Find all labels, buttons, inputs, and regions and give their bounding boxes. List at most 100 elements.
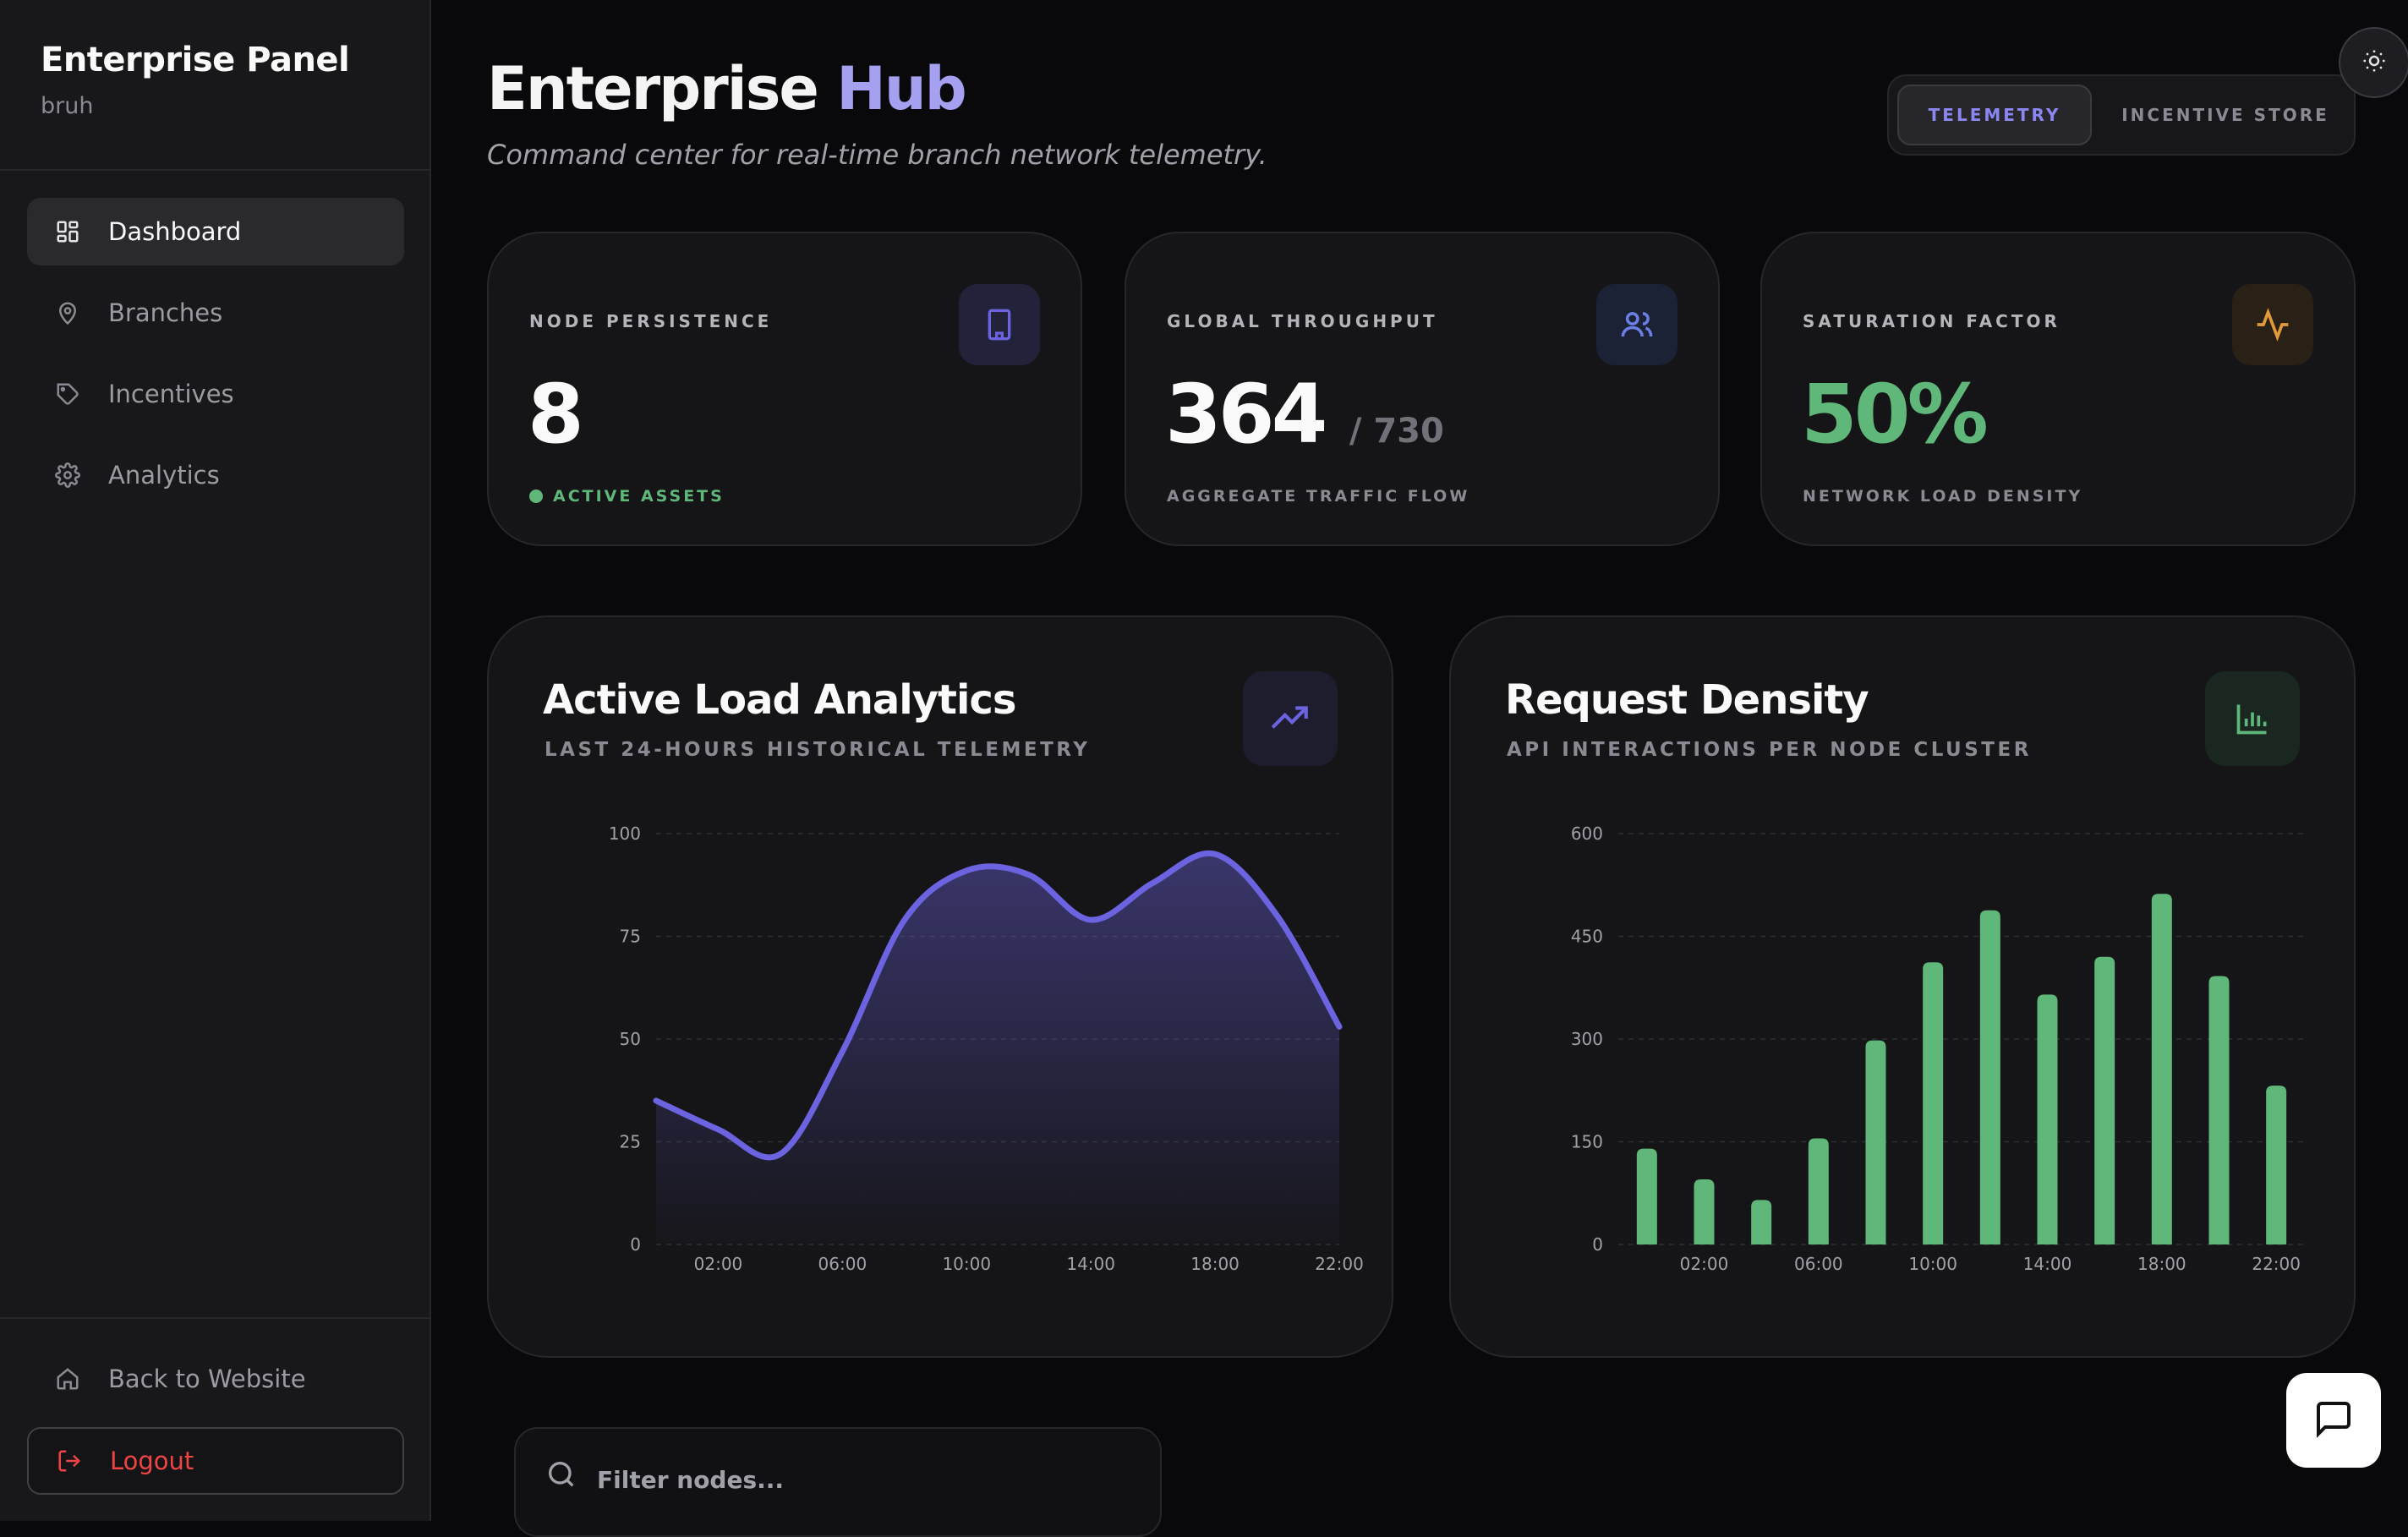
sidebar-item-label: Incentives: [108, 380, 234, 408]
bar-chart-icon: [2205, 671, 2300, 766]
y-tick-label: 75: [620, 927, 641, 947]
sidebar-divider: [0, 1317, 430, 1319]
bar: [2094, 956, 2115, 1244]
view-tabs: TELEMETRY INCENTIVE STORE: [1887, 74, 2356, 156]
bar: [2266, 1086, 2287, 1244]
gear-icon: [54, 462, 81, 489]
stat-value-total: / 730: [1349, 412, 1444, 451]
message-icon: [2313, 1398, 2354, 1442]
filter-placeholder: Filter nodes...: [597, 1466, 785, 1494]
panel-title: Request Density: [1505, 676, 1869, 724]
logout-label: Logout: [110, 1447, 194, 1475]
sun-icon: [2361, 48, 2387, 77]
bar: [1808, 1138, 1829, 1244]
status-dot: [529, 490, 543, 503]
logout-icon: [56, 1447, 83, 1474]
home-icon: [54, 1365, 81, 1392]
users-icon: [1596, 284, 1677, 365]
search-icon: [545, 1458, 578, 1495]
sidebar-item-incentives[interactable]: Incentives: [27, 360, 404, 428]
y-tick-label: 0: [1592, 1234, 1603, 1255]
page-title: Enterprise Hub: [487, 54, 967, 123]
sidebar-item-analytics[interactable]: Analytics: [27, 441, 404, 509]
stat-footer: AGGREGATE TRAFFIC FLOW: [1167, 487, 1470, 506]
stat-value: 8: [528, 367, 584, 462]
tab-telemetry[interactable]: TELEMETRY: [1897, 85, 2092, 145]
bar: [2037, 994, 2058, 1244]
stat-card-node-persistence: NODE PERSISTENCE 8 ACTIVE ASSETS: [487, 232, 1082, 546]
stat-footer: ACTIVE ASSETS: [529, 487, 725, 506]
tag-icon: [54, 380, 81, 407]
dashboard-icon: [54, 218, 81, 245]
brand: Enterprise Panel bruh: [41, 41, 350, 119]
stat-value: 50%: [1801, 367, 1989, 462]
load-analytics-panel: Active Load Analytics LAST 24-HOURS HIST…: [487, 615, 1393, 1358]
x-tick-label: 22:00: [2252, 1254, 2301, 1274]
theme-toggle-button[interactable]: [2339, 27, 2408, 98]
x-tick-label: 02:00: [694, 1254, 743, 1274]
stat-card-global-throughput: GLOBAL THROUGHPUT 364 / 730 AGGREGATE TR…: [1125, 232, 1720, 546]
sidebar-item-branches[interactable]: Branches: [27, 279, 404, 347]
y-tick-label: 450: [1571, 927, 1603, 947]
stat-value-main: 364: [1165, 367, 1327, 462]
request-density-panel: Request Density API INTERACTIONS PER NOD…: [1449, 615, 2356, 1358]
x-tick-label: 06:00: [1794, 1254, 1843, 1274]
bar: [1751, 1200, 1772, 1244]
sidebar-item-dashboard[interactable]: Dashboard: [27, 198, 404, 265]
x-tick-label: 14:00: [1066, 1254, 1115, 1274]
logout-button[interactable]: Logout: [27, 1427, 404, 1495]
stat-card-saturation-factor: SATURATION FACTOR 50% NETWORK LOAD DENSI…: [1760, 232, 2356, 546]
series-line: [653, 850, 1343, 1161]
panel-title: Active Load Analytics: [543, 676, 1016, 724]
sidebar-item-label: Dashboard: [108, 217, 242, 246]
bar: [1979, 910, 2000, 1244]
brand-title: Enterprise Panel: [41, 41, 350, 79]
y-tick-label: 100: [609, 823, 641, 844]
chat-button[interactable]: [2286, 1373, 2381, 1468]
x-tick-label: 22:00: [1315, 1254, 1364, 1274]
back-to-website-label: Back to Website: [108, 1365, 306, 1393]
x-tick-label: 10:00: [942, 1254, 991, 1274]
main-content: Enterprise Hub Command center for real-t…: [431, 0, 2408, 1537]
x-tick-label: 06:00: [818, 1254, 867, 1274]
load-area-chart: 0 25 50 75 100 02:00 06:00 10:00 14:00 18:00 22:00: [609, 823, 1364, 1274]
x-tick-label: 18:00: [2137, 1254, 2186, 1274]
stat-label: SATURATION FACTOR: [1803, 311, 2060, 331]
y-tick-label: 0: [630, 1234, 641, 1255]
back-to-website-link[interactable]: Back to Website: [27, 1345, 404, 1413]
y-tick-label: 150: [1571, 1132, 1603, 1152]
sidebar-item-label: Analytics: [108, 461, 220, 490]
activity-icon: [2232, 284, 2313, 365]
map-pin-icon: [54, 299, 81, 326]
y-tick-label: 25: [620, 1132, 641, 1152]
trending-up-icon: [1243, 671, 1338, 766]
stat-label: NODE PERSISTENCE: [529, 311, 773, 331]
panel-subtitle: LAST 24-HOURS HISTORICAL TELEMETRY: [545, 739, 1091, 761]
x-tick-label: 02:00: [1680, 1254, 1729, 1274]
page-title-part1: Enterprise: [487, 54, 819, 123]
bar: [1923, 962, 1944, 1244]
tab-incentive-store[interactable]: INCENTIVE STORE: [2121, 105, 2329, 125]
x-tick-label: 18:00: [1190, 1254, 1240, 1274]
y-tick-label: 50: [620, 1029, 641, 1049]
brand-subtitle: bruh: [41, 93, 94, 119]
filter-nodes-input[interactable]: Filter nodes...: [514, 1427, 1162, 1537]
area-fill: [656, 853, 1339, 1244]
panel-subtitle: API INTERACTIONS PER NODE CLUSTER: [1507, 739, 2032, 761]
stat-label: GLOBAL THROUGHPUT: [1167, 311, 1438, 331]
x-tick-label: 14:00: [2023, 1254, 2072, 1274]
sidebar: Enterprise Panel bruh Dashboard Branches…: [0, 0, 431, 1521]
sidebar-divider: [0, 169, 430, 171]
bar: [1636, 1148, 1657, 1244]
x-tick-label: 10:00: [1908, 1254, 1957, 1274]
stat-value: 364 / 730: [1165, 374, 1444, 455]
page-title-part2: Hub: [836, 54, 967, 123]
density-bar-chart: 0 150 300 450 600 02:00 06:00 10:00 14:00 18:00 22…: [1571, 823, 2305, 1274]
bar: [2208, 976, 2230, 1244]
y-tick-label: 300: [1571, 1029, 1603, 1049]
bar: [2151, 894, 2172, 1244]
y-tick-label: 600: [1571, 823, 1603, 844]
building-icon: [959, 284, 1040, 365]
page-subtitle: Command center for real-time branch netw…: [487, 139, 1267, 171]
sidebar-item-label: Branches: [108, 298, 223, 327]
